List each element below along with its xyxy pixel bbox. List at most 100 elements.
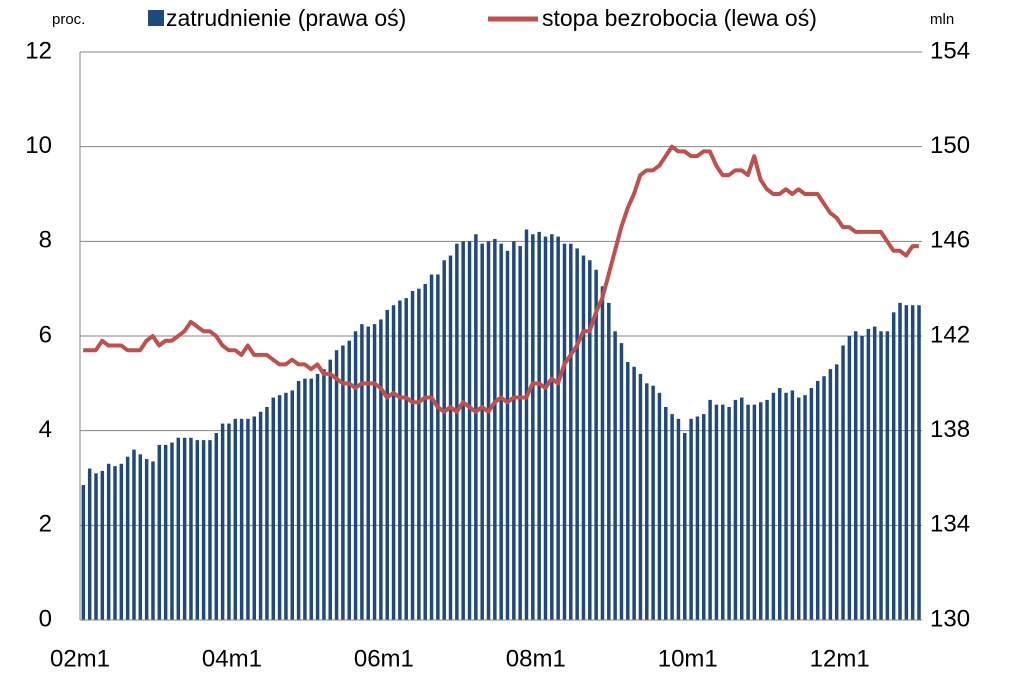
bar bbox=[290, 390, 294, 620]
bar bbox=[214, 433, 219, 620]
bar bbox=[398, 300, 402, 620]
line bbox=[83, 144, 919, 414]
bar bbox=[727, 407, 731, 620]
bar bbox=[872, 326, 877, 620]
bar bbox=[100, 470, 105, 620]
bar bbox=[531, 234, 535, 620]
bar bbox=[132, 449, 136, 620]
bar bbox=[353, 331, 358, 620]
bar bbox=[581, 255, 586, 621]
bar bbox=[619, 343, 624, 620]
bar bbox=[879, 331, 883, 620]
bar bbox=[809, 388, 814, 620]
bar bbox=[569, 243, 573, 620]
x-tick-label: 08m1 bbox=[506, 645, 566, 672]
bar bbox=[220, 423, 225, 620]
bar bbox=[898, 302, 902, 620]
bar bbox=[486, 241, 491, 621]
bar bbox=[917, 305, 921, 620]
bar bbox=[910, 305, 915, 620]
bar bbox=[860, 336, 864, 620]
y2-tick-label: 142 bbox=[930, 321, 970, 348]
bar bbox=[436, 274, 440, 620]
y2-tick-label: 154 bbox=[930, 37, 970, 64]
bar bbox=[385, 309, 389, 620]
bar bbox=[575, 248, 579, 620]
bar bbox=[803, 395, 807, 620]
y-tick-label: 10 bbox=[25, 132, 52, 159]
bar bbox=[550, 234, 554, 620]
bar bbox=[182, 437, 187, 620]
bar bbox=[379, 319, 383, 620]
bar bbox=[138, 454, 143, 620]
bar bbox=[796, 397, 801, 620]
x-tick-label: 10m1 bbox=[658, 645, 718, 672]
bar bbox=[157, 444, 162, 620]
bar bbox=[885, 331, 890, 620]
bar bbox=[746, 404, 750, 620]
bar bbox=[676, 418, 681, 620]
x-tick-label: 04m1 bbox=[202, 645, 262, 672]
bar bbox=[556, 236, 560, 620]
bar bbox=[480, 243, 484, 620]
bar bbox=[784, 392, 788, 620]
bar bbox=[537, 231, 541, 620]
bar bbox=[594, 269, 598, 620]
bar bbox=[265, 407, 269, 620]
x-tick-label: 12m1 bbox=[810, 645, 870, 672]
bar bbox=[505, 250, 510, 621]
bar bbox=[740, 397, 744, 620]
bar bbox=[258, 411, 263, 620]
bar bbox=[613, 331, 617, 620]
bar bbox=[664, 407, 668, 620]
bar bbox=[828, 369, 833, 620]
bar bbox=[588, 260, 592, 620]
bar bbox=[543, 236, 548, 620]
bar bbox=[322, 369, 326, 620]
bar bbox=[645, 383, 649, 620]
legend-label: stopa bezrobocia (lewa oś) bbox=[542, 5, 817, 31]
y-tick-label: 2 bbox=[39, 511, 52, 538]
bar bbox=[81, 485, 86, 620]
bar bbox=[404, 298, 408, 620]
bar bbox=[429, 274, 434, 620]
bar bbox=[94, 473, 98, 620]
bar bbox=[765, 399, 769, 620]
bar bbox=[125, 456, 130, 620]
bar bbox=[347, 340, 351, 620]
y-axis-label: proc. bbox=[52, 11, 85, 28]
bar bbox=[689, 418, 693, 620]
bar bbox=[227, 423, 231, 620]
bar bbox=[733, 399, 738, 620]
bar bbox=[771, 392, 776, 620]
bar bbox=[246, 418, 250, 620]
bar bbox=[87, 468, 92, 620]
bar bbox=[455, 243, 459, 620]
bar bbox=[651, 385, 655, 620]
bar bbox=[607, 302, 611, 620]
bar bbox=[891, 312, 896, 620]
bar bbox=[822, 376, 826, 620]
bar bbox=[512, 241, 516, 621]
bar bbox=[866, 328, 871, 620]
bar bbox=[518, 246, 522, 621]
bar bbox=[626, 362, 630, 620]
bar bbox=[461, 241, 465, 621]
y2-tick-label: 130 bbox=[930, 605, 970, 632]
bar bbox=[499, 243, 503, 620]
bar bbox=[695, 416, 700, 620]
y2-tick-label: 146 bbox=[930, 227, 970, 254]
bar bbox=[853, 331, 858, 620]
y-tick-label: 0 bbox=[39, 605, 52, 632]
bar bbox=[366, 326, 370, 620]
bar bbox=[683, 433, 687, 620]
bar bbox=[752, 404, 757, 620]
legend-label: zatrudnienie (prawa oś) bbox=[166, 5, 406, 31]
y2-axis-label: mln bbox=[930, 11, 954, 28]
bar bbox=[170, 442, 174, 620]
bar bbox=[410, 291, 415, 620]
y2-tick-label: 134 bbox=[930, 511, 970, 538]
bar bbox=[195, 440, 200, 620]
bar bbox=[708, 399, 712, 620]
bar bbox=[815, 380, 820, 620]
